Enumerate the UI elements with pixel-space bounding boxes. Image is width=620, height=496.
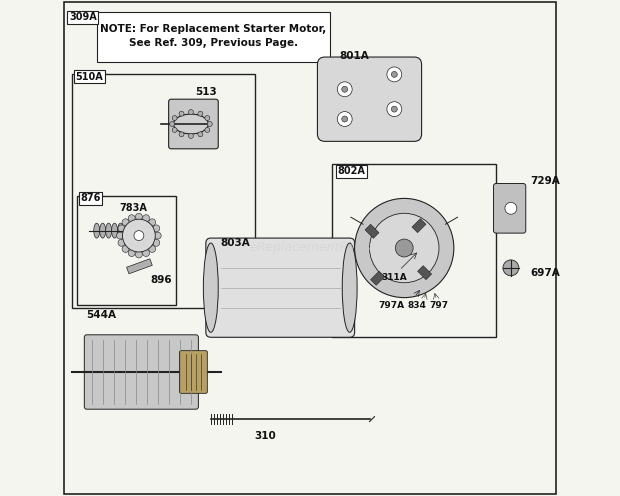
Circle shape xyxy=(387,102,402,117)
Text: 310: 310 xyxy=(254,432,277,441)
Circle shape xyxy=(198,132,203,137)
Ellipse shape xyxy=(118,223,123,238)
FancyBboxPatch shape xyxy=(317,57,422,141)
Ellipse shape xyxy=(203,243,218,332)
Bar xyxy=(97,12,330,62)
Circle shape xyxy=(128,249,135,256)
Circle shape xyxy=(149,246,156,252)
Bar xyxy=(418,266,432,280)
Text: 802A: 802A xyxy=(337,166,365,176)
Ellipse shape xyxy=(100,223,105,238)
Ellipse shape xyxy=(94,223,100,238)
Circle shape xyxy=(205,127,210,132)
Circle shape xyxy=(391,71,397,77)
Bar xyxy=(72,74,255,308)
Circle shape xyxy=(118,225,125,232)
Circle shape xyxy=(505,202,517,214)
Circle shape xyxy=(134,231,144,241)
Bar xyxy=(365,224,379,238)
Circle shape xyxy=(337,112,352,126)
Circle shape xyxy=(143,215,149,222)
Text: 876: 876 xyxy=(81,193,101,203)
Text: 803A: 803A xyxy=(221,238,250,248)
Circle shape xyxy=(128,215,135,222)
Ellipse shape xyxy=(105,223,112,238)
Text: 729A: 729A xyxy=(531,176,560,186)
FancyBboxPatch shape xyxy=(494,184,526,233)
FancyBboxPatch shape xyxy=(180,351,207,393)
Circle shape xyxy=(342,86,348,92)
FancyBboxPatch shape xyxy=(84,335,198,409)
Bar xyxy=(77,196,176,305)
Circle shape xyxy=(170,122,175,126)
Text: 697A: 697A xyxy=(531,268,560,278)
Circle shape xyxy=(503,260,519,276)
Circle shape xyxy=(188,133,193,138)
Text: 544A: 544A xyxy=(87,310,117,320)
Circle shape xyxy=(154,232,161,239)
Circle shape xyxy=(207,122,212,126)
Text: eReplacementParts: eReplacementParts xyxy=(249,242,371,254)
Circle shape xyxy=(153,240,160,247)
Text: NOTE: For Replacement Starter Motor,
See Ref. 309, Previous Page.: NOTE: For Replacement Starter Motor, See… xyxy=(100,24,326,48)
Circle shape xyxy=(122,246,129,252)
Text: 797: 797 xyxy=(430,301,448,310)
Circle shape xyxy=(387,67,402,82)
Circle shape xyxy=(118,240,125,247)
Text: 510A: 510A xyxy=(76,72,103,82)
Circle shape xyxy=(123,219,155,252)
Circle shape xyxy=(179,132,184,137)
Circle shape xyxy=(396,239,413,257)
Text: 834: 834 xyxy=(407,301,426,310)
Bar xyxy=(371,271,384,285)
Circle shape xyxy=(391,106,397,112)
Circle shape xyxy=(117,232,123,239)
Circle shape xyxy=(172,116,177,121)
FancyBboxPatch shape xyxy=(206,238,355,337)
Circle shape xyxy=(355,198,454,298)
Circle shape xyxy=(342,116,348,122)
Ellipse shape xyxy=(174,114,208,134)
Circle shape xyxy=(143,249,149,256)
Circle shape xyxy=(370,213,439,283)
Text: 797A: 797A xyxy=(379,301,405,310)
Circle shape xyxy=(149,219,156,226)
Circle shape xyxy=(172,127,177,132)
Circle shape xyxy=(198,111,203,116)
Text: 783A: 783A xyxy=(119,203,147,213)
Circle shape xyxy=(122,219,129,226)
Text: 309A: 309A xyxy=(69,12,97,22)
Bar xyxy=(332,164,496,337)
Bar xyxy=(126,259,153,274)
Circle shape xyxy=(205,116,210,121)
Text: 311A: 311A xyxy=(381,273,407,282)
Text: 896: 896 xyxy=(151,275,172,285)
Circle shape xyxy=(135,213,143,220)
Circle shape xyxy=(135,251,143,258)
Text: 801A: 801A xyxy=(340,51,370,61)
FancyBboxPatch shape xyxy=(169,99,218,149)
Ellipse shape xyxy=(342,243,357,332)
Ellipse shape xyxy=(112,223,118,238)
Circle shape xyxy=(179,111,184,116)
Text: 513: 513 xyxy=(195,87,217,97)
Circle shape xyxy=(337,82,352,97)
Circle shape xyxy=(153,225,160,232)
Bar xyxy=(412,219,426,233)
Circle shape xyxy=(188,110,193,115)
